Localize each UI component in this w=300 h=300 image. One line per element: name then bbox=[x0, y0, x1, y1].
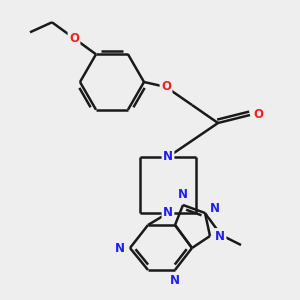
Text: O: O bbox=[161, 80, 171, 94]
Text: N: N bbox=[215, 230, 225, 242]
Text: N: N bbox=[210, 202, 220, 215]
Text: N: N bbox=[170, 274, 180, 286]
Text: O: O bbox=[253, 109, 263, 122]
Text: N: N bbox=[178, 188, 188, 202]
Text: N: N bbox=[115, 242, 125, 254]
Text: N: N bbox=[163, 151, 173, 164]
Text: N: N bbox=[163, 206, 173, 220]
Text: O: O bbox=[69, 32, 79, 45]
